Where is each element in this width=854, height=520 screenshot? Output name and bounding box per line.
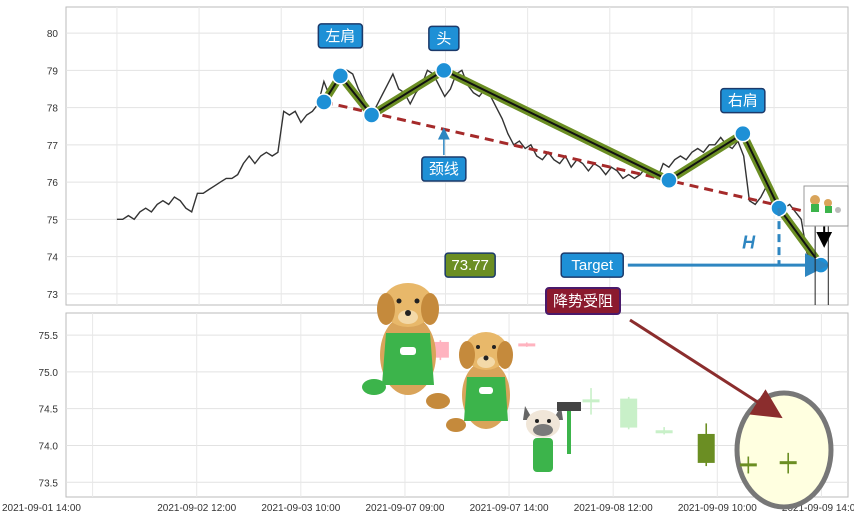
left-shoulder-label-box <box>317 23 364 49</box>
candle-y-tick-label: 74.0 <box>39 441 59 452</box>
dog-illustration-large <box>362 283 450 409</box>
target-price-label-box <box>444 252 496 278</box>
candle-body <box>518 343 536 347</box>
target-label: Target <box>571 257 614 274</box>
candle-y-tick-label: 74.5 <box>39 405 59 416</box>
candle-body <box>620 398 638 428</box>
candle-body <box>655 430 673 434</box>
price-y-tick-label: 80 <box>47 29 59 40</box>
dogs-thumbnail-icon <box>810 195 841 213</box>
candle-x-tick-label: 2021-09-01 14:00 <box>2 503 81 514</box>
candle-y-tick-label: 75.0 <box>39 368 59 379</box>
neckline <box>323 100 832 219</box>
right-shoulder-label-box <box>720 87 766 114</box>
candle-body <box>697 433 715 463</box>
pattern-point-trough <box>660 171 678 189</box>
resistance-label: 降势受阻 <box>553 293 613 310</box>
resistance-label-box <box>545 287 621 315</box>
price-y-tick-label: 73 <box>47 290 59 301</box>
dog-illustration-medium <box>446 332 513 432</box>
pattern-point-start <box>315 93 333 111</box>
head-label: 头 <box>436 30 451 47</box>
candle-x-tick-label: 2021-09-09 10:00 <box>678 503 757 514</box>
cat-with-hammer-illustration <box>523 402 581 472</box>
candle-y-tick-label: 73.5 <box>39 478 59 489</box>
head-label-box <box>428 25 460 52</box>
candle-x-tick-label: 2021-09-03 10:00 <box>261 503 340 514</box>
price-y-tick-label: 79 <box>47 66 59 77</box>
price-y-tick-label: 74 <box>47 253 59 264</box>
candle-y-tick-label: 75.5 <box>39 331 59 342</box>
price-panel-grid <box>66 7 848 305</box>
pattern-point-trough <box>362 106 381 124</box>
pattern-point-head <box>435 61 453 80</box>
target-label-box <box>560 252 624 278</box>
neckline-label: 颈线 <box>429 161 459 178</box>
price-y-tick-label: 75 <box>47 215 59 226</box>
candle-panel-y-axis: 73.5 74.0 74.5 75.0 75.5 <box>39 331 59 489</box>
candle-x-tick-label: 2021-09-08 12:00 <box>574 503 653 514</box>
candle-x-tick-label: 2021-09-02 12:00 <box>157 503 236 514</box>
price-y-tick-label: 76 <box>47 178 59 189</box>
highlight-ellipse <box>734 390 834 510</box>
candle-panel <box>65 312 849 498</box>
pattern-point-left-shoulder <box>331 67 350 85</box>
candle-x-tick-label: 2021-09-07 14:00 <box>470 503 549 514</box>
candle-panel-x-axis: 2021-09-01 14:00 2021-09-02 12:00 2021-09-… <box>2 503 854 514</box>
price-y-tick-label: 78 <box>47 104 59 115</box>
candle-body <box>739 463 757 467</box>
pattern-point-right-shoulder <box>734 124 752 143</box>
height-label: H <box>742 233 756 253</box>
price-panel-y-axis: 73 74 75 76 77 78 79 80 <box>47 29 59 301</box>
target-price-label: 73.77 <box>451 257 489 274</box>
candle-x-tick-label: 2021-09-07 09:00 <box>365 503 444 514</box>
left-shoulder-label: 左肩 <box>325 28 355 45</box>
price-y-tick-label: 77 <box>47 141 59 152</box>
candle-x-tick-label: 2021-09-09 14:00 <box>782 503 854 514</box>
candle-body <box>779 461 797 465</box>
candle-body <box>582 399 600 403</box>
right-shoulder-label: 右肩 <box>728 93 758 110</box>
neckline-label-box <box>421 156 467 182</box>
resistance-arrow <box>629 318 783 419</box>
